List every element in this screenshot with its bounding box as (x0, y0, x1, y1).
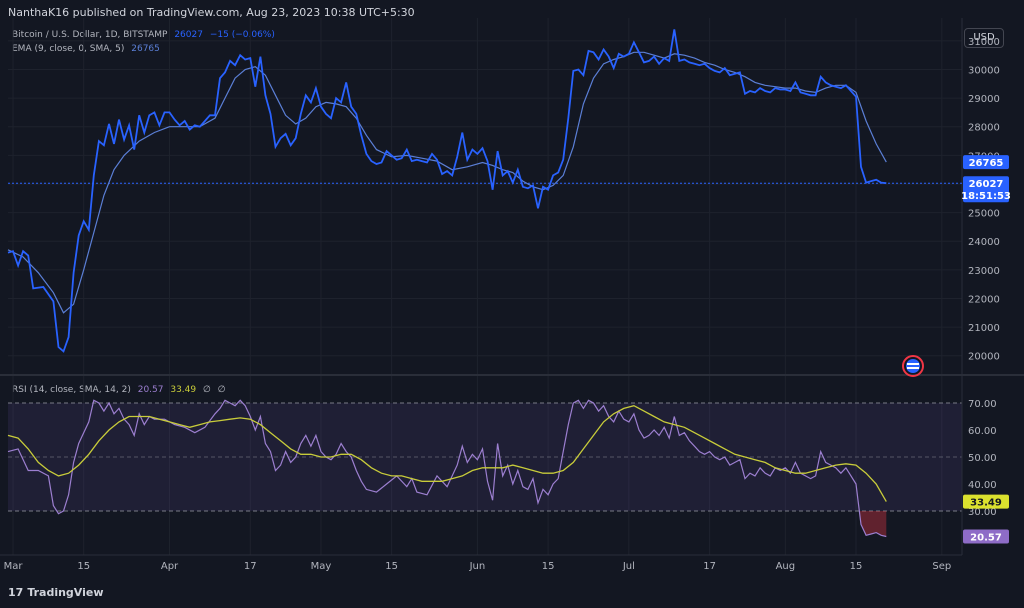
rsi-value-tag: 20.57 (963, 529, 1009, 544)
rsi-ma-line (7, 405, 887, 502)
ema-legend-value: 26765 (131, 44, 160, 54)
tradingview-footer[interactable]: 17 TradingView (8, 586, 104, 599)
currency-button[interactable]: USD (964, 28, 1004, 48)
price-tick-label: 24000 (968, 237, 1000, 248)
rsi-tick-label: 30.00 (968, 507, 997, 518)
publish-header: NanthaK16 published on TradingView.com, … (8, 6, 415, 19)
time-tick-label: 15 (77, 561, 90, 572)
time-tick-label: Jun (469, 561, 486, 572)
rsi-legend: RSI (14, close, SMA, 14, 2) 20.57 33.49 … (12, 385, 226, 395)
footer-text: TradingView (27, 586, 104, 599)
rsi-legend-extra1: ∅ (203, 385, 211, 395)
svg-text:26027: 26027 (969, 179, 1004, 190)
time-tick-label: Mar (4, 561, 24, 572)
rsi-legend-ma: 33.49 (170, 385, 197, 395)
rsi-ma-tag: 33.49 (963, 494, 1009, 509)
rsi-tick-label: 70.00 (968, 399, 997, 410)
svg-text:26765: 26765 (969, 158, 1004, 169)
time-tick-label: May (311, 561, 332, 572)
time-tick-label: Sep (932, 561, 951, 572)
rsi-tick-label: 40.00 (968, 480, 997, 491)
rsi-oversold-fill (859, 511, 887, 537)
price-legend-title: Bitcoin / U.S. Dollar, 1D, BITSTAMP (12, 30, 168, 40)
time-axis: Mar 15 Apr 17 May 15 Jun 15 Jul 17 Aug 15 Sep (4, 561, 952, 572)
price-tick-label: 28000 (968, 123, 1000, 134)
rsi-tick-label: 50.00 (968, 453, 997, 464)
tradingview-logo-icon: 17 (8, 586, 24, 599)
price-tick-label: 29000 (968, 94, 1000, 105)
price-tick-label: 22000 (968, 294, 1000, 305)
rsi-legend-title: RSI (14, close, SMA, 14, 2) (12, 385, 131, 395)
price-tick-label: 23000 (968, 266, 1000, 277)
time-tick-label: Jul (622, 561, 635, 572)
price-line (7, 29, 887, 353)
rsi-line (7, 399, 887, 538)
ema-price-tag: 26765 (963, 155, 1009, 170)
time-tick-label: 15 (542, 561, 555, 572)
rsi-legend-rsi: 20.57 (137, 385, 164, 395)
price-legend-last: 26027 (174, 30, 203, 40)
price-tick-label: 31000 (968, 37, 1000, 48)
price-tick-label: 20000 (968, 352, 1000, 363)
flag-icon[interactable] (902, 355, 924, 377)
time-tick-label: Apr (161, 561, 179, 572)
time-tick-label: 17 (244, 561, 257, 572)
time-tick-label: Aug (776, 561, 796, 572)
rsi-legend-extra2: ∅ (217, 385, 226, 395)
price-tick-label: 30000 (968, 66, 1000, 77)
rsi-axis: 30.00 40.00 50.00 60.00 70.00 (968, 399, 997, 518)
price-legend: Bitcoin / U.S. Dollar, 1D, BITSTAMP 2602… (12, 30, 275, 40)
price-tick-label: 25000 (968, 209, 1000, 220)
time-tick-label: 15 (385, 561, 398, 572)
price-tick-label: 21000 (968, 323, 1000, 334)
svg-text:20.57: 20.57 (970, 532, 1002, 543)
ema-legend: EMA (9, close, 0, SMA, 5) 26765 (12, 44, 160, 54)
time-tick-label: 15 (850, 561, 863, 572)
svg-text:18:51:53: 18:51:53 (961, 191, 1011, 202)
ema-legend-title: EMA (9, close, 0, SMA, 5) (12, 44, 125, 54)
price-legend-change: −15 (−0.06%) (209, 30, 275, 40)
svg-text:33.49: 33.49 (970, 498, 1002, 509)
rsi-tick-label: 60.00 (968, 426, 997, 437)
time-tick-label: 17 (703, 561, 716, 572)
